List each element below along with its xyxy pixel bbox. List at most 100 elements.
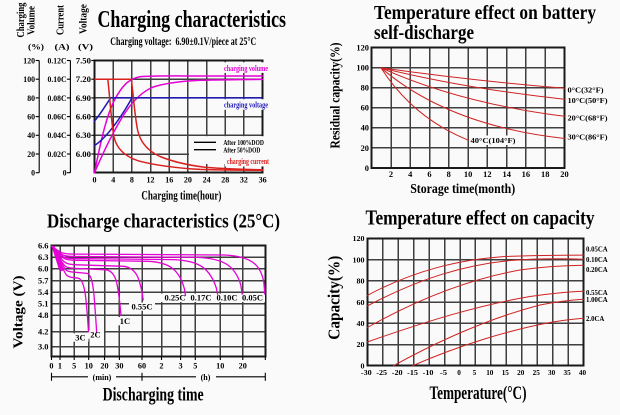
svg-text:0.06C: 0.06C xyxy=(48,113,67,122)
svg-text:1C: 1C xyxy=(120,316,130,326)
svg-text:0.04C: 0.04C xyxy=(48,131,67,140)
svg-text:1.00CA: 1.00CA xyxy=(586,297,608,304)
svg-text:0.08C: 0.08C xyxy=(48,94,67,103)
svg-text:0.10CA: 0.10CA xyxy=(586,257,608,264)
svg-text:Current: Current xyxy=(56,4,67,35)
svg-text:0.02C: 0.02C xyxy=(48,150,67,159)
svg-text:Residual capacity(%): Residual capacity(%) xyxy=(328,43,343,149)
svg-text:(%): (%) xyxy=(28,42,44,52)
svg-text:Temperature effect on capacity: Temperature effect on capacity xyxy=(366,206,595,230)
svg-text:20°C(68°F): 20°C(68°F) xyxy=(568,114,609,122)
svg-text:0.10C: 0.10C xyxy=(48,75,67,84)
svg-text:Charging: Charging xyxy=(16,3,27,38)
svg-text:20: 20 xyxy=(361,144,369,153)
svg-text:60: 60 xyxy=(357,298,365,307)
svg-text:4: 4 xyxy=(408,170,412,179)
svg-text:2: 2 xyxy=(389,170,393,179)
svg-text:6.90: 6.90 xyxy=(76,94,91,103)
svg-text:60: 60 xyxy=(138,361,146,370)
svg-text:16: 16 xyxy=(522,170,530,179)
svg-text:0.12C: 0.12C xyxy=(48,56,67,65)
svg-text:0.25C: 0.25C xyxy=(164,293,185,303)
svg-text:6.6: 6.6 xyxy=(38,241,49,250)
svg-text:Temperature effect on battery: Temperature effect on battery xyxy=(374,3,596,24)
svg-text:-5: -5 xyxy=(440,368,447,377)
svg-text:Storage time(month): Storage time(month) xyxy=(410,181,515,196)
svg-text:(V): (V) xyxy=(78,42,93,52)
svg-text:14: 14 xyxy=(503,170,511,179)
svg-text:100: 100 xyxy=(23,75,35,84)
svg-text:80: 80 xyxy=(357,277,365,286)
svg-text:-30: -30 xyxy=(361,368,372,377)
svg-text:(min): (min) xyxy=(93,373,112,382)
svg-text:0: 0 xyxy=(361,361,365,370)
svg-text:0.20CA: 0.20CA xyxy=(586,267,608,274)
svg-text:18: 18 xyxy=(541,170,549,179)
svg-text:30°C(86°F): 30°C(86°F) xyxy=(568,134,609,142)
svg-text:5.1: 5.1 xyxy=(38,300,49,309)
svg-text:0: 0 xyxy=(457,368,461,377)
svg-text:4.8: 4.8 xyxy=(38,311,49,320)
svg-text:-10: -10 xyxy=(423,368,434,377)
svg-text:0.05CA: 0.05CA xyxy=(586,246,608,253)
svg-text:(A): (A) xyxy=(55,42,70,52)
svg-text:6: 6 xyxy=(427,170,431,179)
svg-text:0: 0 xyxy=(49,361,53,370)
svg-text:6.3: 6.3 xyxy=(38,253,49,262)
svg-text:6.30: 6.30 xyxy=(76,131,91,140)
svg-text:5: 5 xyxy=(72,361,76,370)
svg-text:30: 30 xyxy=(548,368,555,377)
svg-text:6.00: 6.00 xyxy=(76,150,91,159)
svg-text:15: 15 xyxy=(502,368,509,377)
svg-text:-20: -20 xyxy=(392,368,403,377)
svg-text:5: 5 xyxy=(193,361,197,370)
svg-text:charging volume: charging volume xyxy=(224,64,268,73)
svg-text:self-discharge: self-discharge xyxy=(374,23,474,44)
svg-text:100: 100 xyxy=(353,255,365,264)
svg-text:20: 20 xyxy=(357,340,365,349)
svg-text:Charging voltage: 6.90±0.1V/p: Charging voltage: 6.90±0.1V/piece at 25°… xyxy=(110,36,256,48)
svg-text:10: 10 xyxy=(216,361,224,370)
svg-text:Charging time(hour): Charging time(hour) xyxy=(141,189,221,203)
svg-text:0: 0 xyxy=(31,169,35,178)
svg-text:12: 12 xyxy=(147,176,155,185)
svg-text:28: 28 xyxy=(221,176,229,185)
svg-text:8: 8 xyxy=(130,176,134,185)
svg-text:Charging characteristics: Charging characteristics xyxy=(98,7,287,33)
svg-text:40: 40 xyxy=(361,124,369,133)
svg-text:12: 12 xyxy=(483,170,491,179)
svg-text:0: 0 xyxy=(93,176,97,185)
svg-text:20: 20 xyxy=(517,368,524,377)
svg-text:0.10C: 0.10C xyxy=(216,293,237,303)
svg-text:30: 30 xyxy=(115,361,123,370)
svg-text:5.7: 5.7 xyxy=(38,276,49,285)
svg-text:8: 8 xyxy=(447,170,451,179)
svg-text:35: 35 xyxy=(564,368,571,377)
svg-text:Discharging time: Discharging time xyxy=(103,385,204,405)
svg-text:120: 120 xyxy=(356,44,369,53)
svg-text:7.50: 7.50 xyxy=(76,56,91,65)
svg-text:32: 32 xyxy=(240,176,248,185)
svg-text:charging current: charging current xyxy=(227,157,269,166)
svg-text:Temperature(°C): Temperature(°C) xyxy=(430,384,527,404)
svg-text:-25: -25 xyxy=(376,368,387,377)
svg-text:20: 20 xyxy=(100,361,108,370)
svg-text:0.55C: 0.55C xyxy=(131,301,152,311)
svg-text:20: 20 xyxy=(184,176,192,185)
svg-text:1: 1 xyxy=(58,361,62,370)
svg-text:3: 3 xyxy=(179,361,183,370)
svg-text:100: 100 xyxy=(356,64,369,73)
svg-text:0°C(32°F): 0°C(32°F) xyxy=(568,87,605,95)
svg-text:(h): (h) xyxy=(201,373,211,382)
svg-text:40: 40 xyxy=(579,368,586,377)
svg-text:80: 80 xyxy=(27,94,35,103)
svg-text:After 50%DOD: After 50%DOD xyxy=(223,146,260,154)
svg-text:60: 60 xyxy=(361,104,369,113)
svg-text:5: 5 xyxy=(473,368,477,377)
svg-text:40: 40 xyxy=(27,131,35,140)
svg-text:10: 10 xyxy=(486,368,493,377)
svg-text:10°C(50°F): 10°C(50°F) xyxy=(568,97,609,105)
svg-text:20: 20 xyxy=(239,361,247,370)
svg-text:2: 2 xyxy=(159,361,163,370)
svg-text:16: 16 xyxy=(165,176,173,185)
